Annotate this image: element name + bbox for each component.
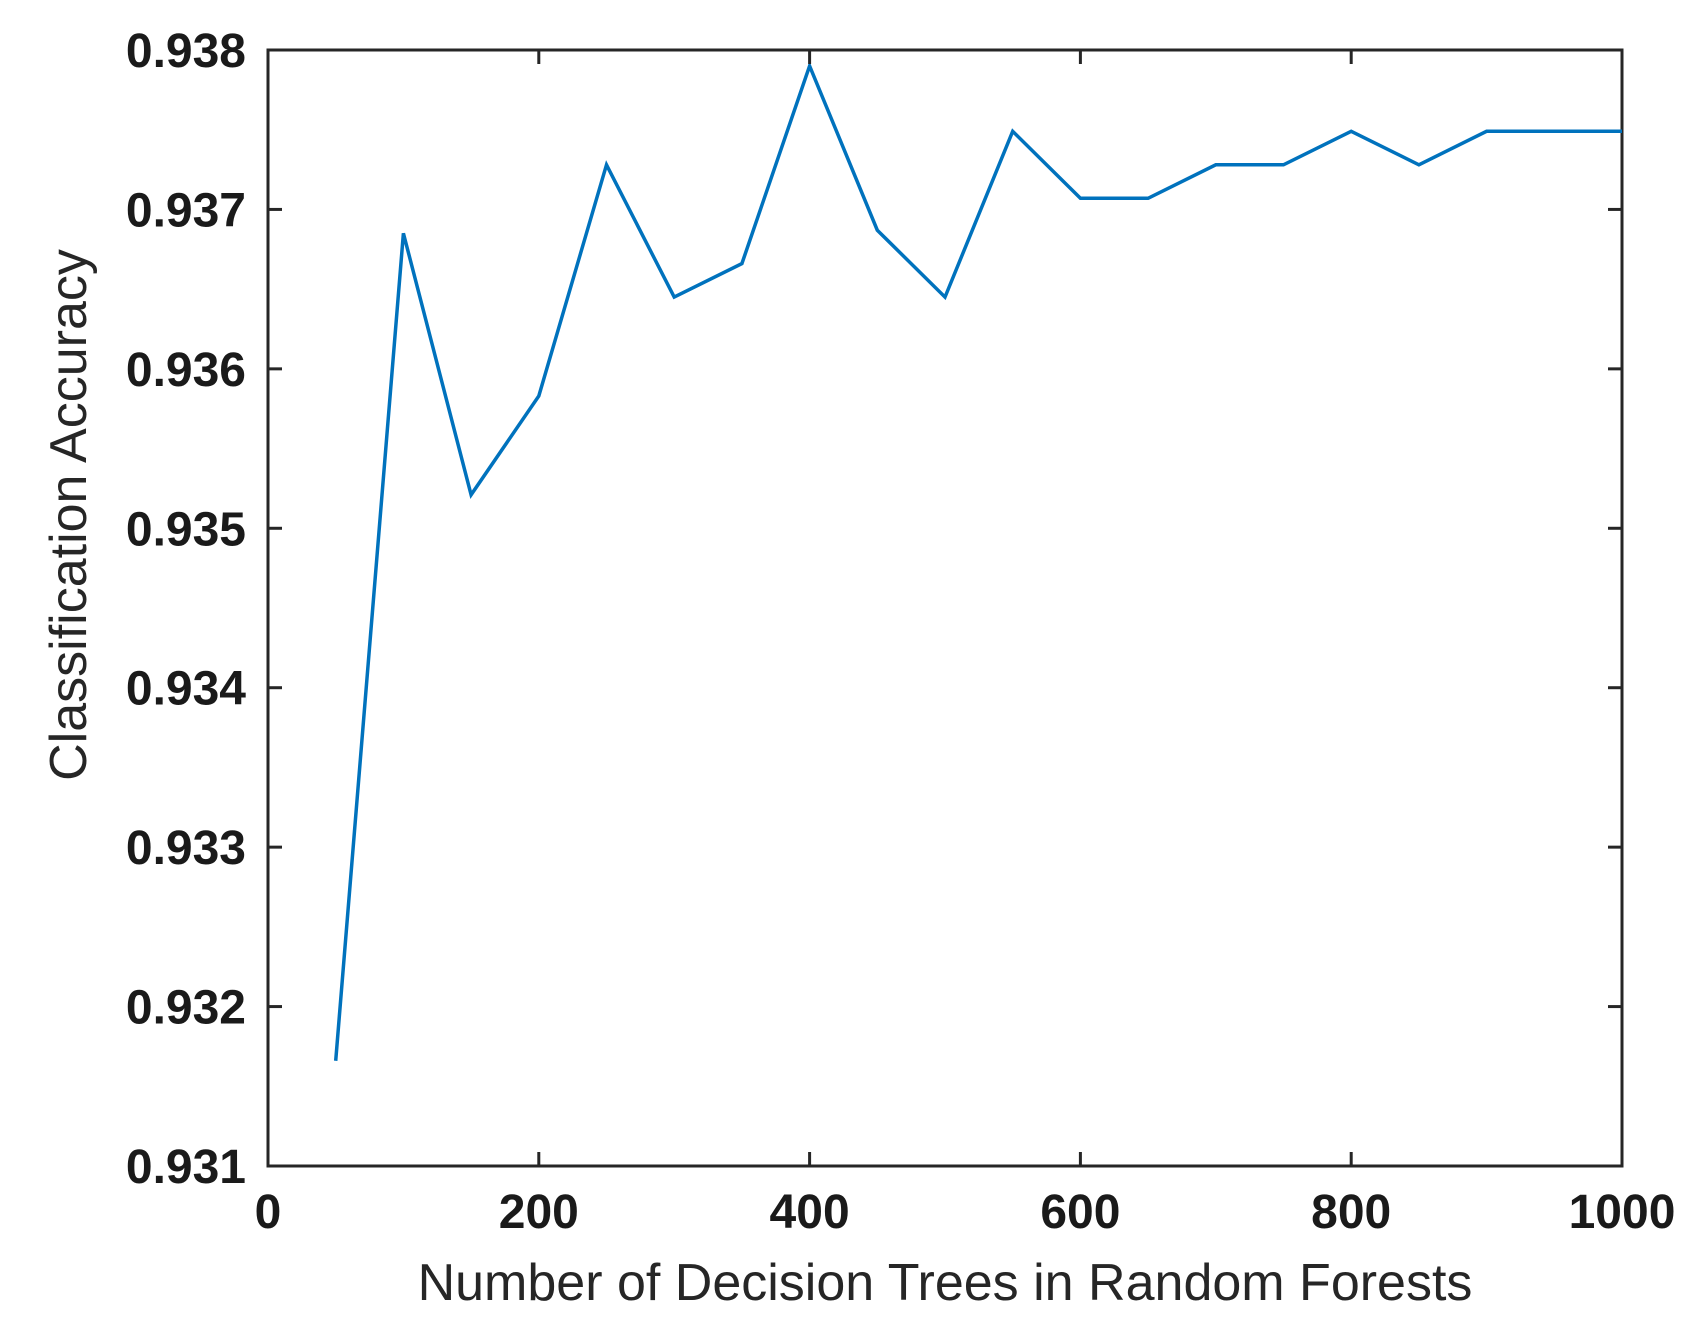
y-tick-label: 0.935: [126, 503, 246, 556]
x-tick-label: 800: [1311, 1186, 1391, 1239]
x-axis-ticks: 0 200 400 600 800 1000: [255, 50, 1676, 1239]
y-tick-label: 0.934: [126, 663, 246, 716]
y-tick-label: 0.933: [126, 822, 246, 875]
x-tick-label: 600: [1040, 1186, 1120, 1239]
y-axis-ticks: 0.931 0.932 0.933 0.934 0.935 0.936 0.937 0.938: [126, 25, 1622, 1194]
x-axis-label: Number of Decision Trees in Random Fores…: [418, 1254, 1473, 1312]
y-tick-label: 0.936: [126, 344, 246, 397]
x-tick-label: 400: [770, 1186, 850, 1239]
y-tick-label: 0.931: [126, 1141, 246, 1194]
axes-box: [266, 48, 1624, 1168]
y-tick-label: 0.932: [126, 982, 246, 1035]
x-tick-label: 200: [499, 1186, 579, 1239]
y-tick-label: 0.937: [126, 184, 246, 237]
series-line: [333, 60, 1622, 1061]
y-tick-label: 0.938: [126, 25, 246, 78]
x-tick-label: 0: [255, 1186, 282, 1239]
y-axis-label: Classification Accuracy: [40, 249, 98, 781]
plot-area: [266, 48, 1624, 1168]
x-tick-label: 1000: [1569, 1186, 1676, 1239]
